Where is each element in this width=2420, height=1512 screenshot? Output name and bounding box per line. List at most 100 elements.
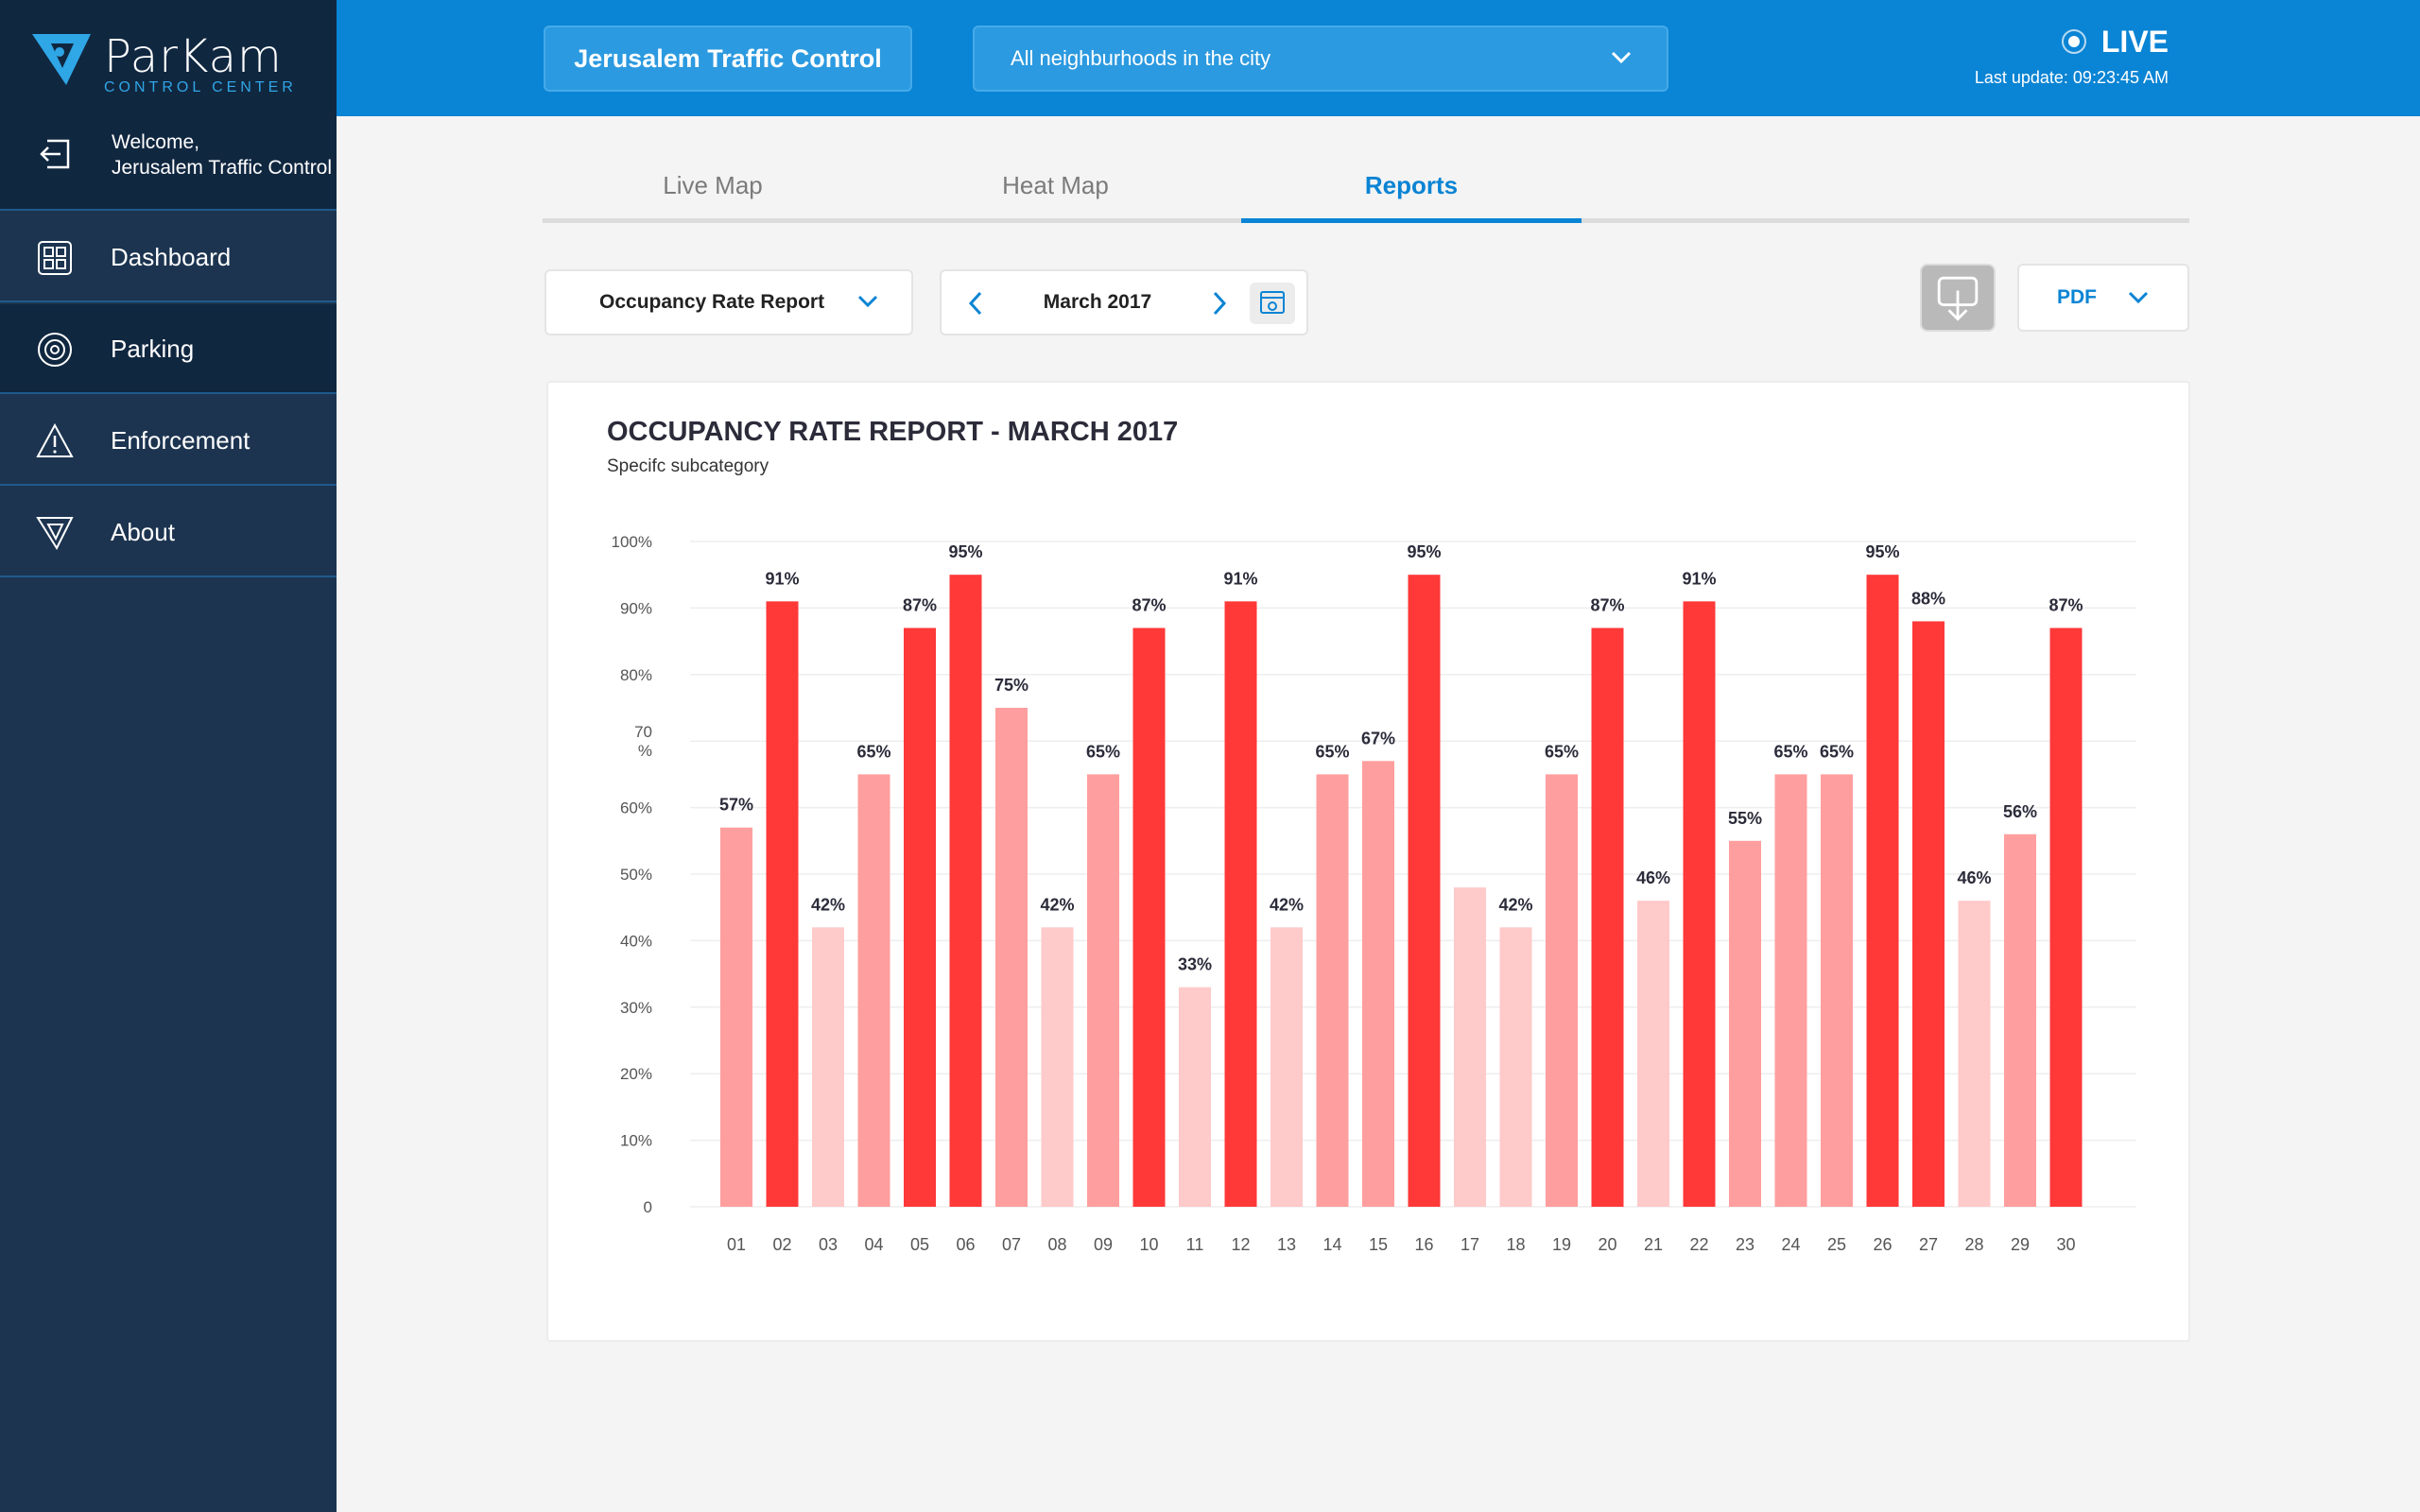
chevron-right-icon[interactable] xyxy=(1208,290,1231,317)
y-tick-label: 50% xyxy=(620,866,652,884)
bar xyxy=(1270,927,1303,1207)
bar xyxy=(1454,887,1486,1207)
y-tick-label: 40% xyxy=(620,932,652,950)
export-format-value: PDF xyxy=(2057,286,2097,308)
bar-value-label: 65% xyxy=(1773,742,1807,761)
grid-icon xyxy=(38,241,72,275)
bar xyxy=(720,827,752,1207)
neighbourhood-select[interactable]: All neighburhoods in the city xyxy=(973,26,1668,92)
bar-value-label: 87% xyxy=(1132,596,1166,615)
bar xyxy=(1591,627,1624,1207)
calendar-icon xyxy=(1260,291,1285,314)
bar-value-label: 91% xyxy=(1223,569,1257,588)
calendar-button[interactable] xyxy=(1250,283,1295,324)
organization-button[interactable]: Jerusalem Traffic Control xyxy=(544,26,912,92)
x-tick-label: 10 xyxy=(1139,1235,1158,1254)
y-tick-label: 30% xyxy=(620,999,652,1017)
bar xyxy=(904,627,936,1207)
y-tick-label: 0 xyxy=(644,1198,652,1216)
chart-card: OCCUPANCY RATE REPORT - MARCH 2017 Speci… xyxy=(546,381,2190,1342)
sidebar-item-label: Enforcement xyxy=(111,426,251,455)
sidebar: ParKam CONTROL CENTER Welcome, Jerusalem… xyxy=(0,0,337,1512)
warning-icon xyxy=(36,422,74,457)
bar-value-label: 65% xyxy=(1086,742,1120,761)
bar-value-label: 88% xyxy=(1911,589,1945,608)
x-tick-label: 06 xyxy=(956,1235,975,1254)
y-tick-label: % xyxy=(638,742,652,760)
tab-live-map[interactable]: Live Map xyxy=(663,171,763,199)
download-button[interactable] xyxy=(1920,264,1996,332)
x-tick-label: 19 xyxy=(1552,1235,1571,1254)
x-tick-label: 08 xyxy=(1047,1235,1066,1254)
bar-value-label: 87% xyxy=(1590,596,1624,615)
bar xyxy=(1821,774,1853,1207)
x-tick-label: 28 xyxy=(1964,1235,1983,1254)
y-tick-label: 10% xyxy=(620,1132,652,1150)
bar xyxy=(1041,927,1074,1207)
sidebar-item-label: About xyxy=(111,518,175,546)
bar xyxy=(1866,575,1899,1207)
bar xyxy=(1499,927,1532,1207)
sidebar-item-dashboard[interactable]: Dashboard xyxy=(0,213,337,302)
bar xyxy=(1637,901,1669,1207)
y-tick-label: 20% xyxy=(620,1065,652,1083)
x-tick-label: 01 xyxy=(727,1235,746,1254)
logo-text: ParKam xyxy=(104,30,283,83)
bar-value-label: 42% xyxy=(1270,895,1304,914)
bar xyxy=(1362,761,1394,1207)
y-tick-label: 80% xyxy=(620,666,652,684)
sidebar-item-enforcement[interactable]: Enforcement xyxy=(0,396,337,486)
x-tick-label: 23 xyxy=(1736,1235,1754,1254)
chevron-down-icon xyxy=(2128,291,2149,304)
bar-value-label: 42% xyxy=(1498,895,1532,914)
live-label: LIVE xyxy=(2100,25,2169,59)
x-tick-label: 16 xyxy=(1414,1235,1433,1254)
view-tabs: Live Map Heat Map Reports xyxy=(543,142,2189,223)
chart-subtitle: Specifc subcategory xyxy=(607,456,769,476)
live-indicator-icon xyxy=(2062,29,2086,54)
bar-value-label: 67% xyxy=(1361,729,1395,747)
bar-value-label: 95% xyxy=(1407,542,1441,561)
bar xyxy=(1912,621,1945,1207)
bar-value-label: 87% xyxy=(903,596,937,615)
bar-value-label: 91% xyxy=(1682,569,1716,588)
bar xyxy=(812,927,844,1207)
bar xyxy=(857,774,890,1207)
tab-heat-map[interactable]: Heat Map xyxy=(1002,171,1109,199)
export-format-select[interactable]: PDF xyxy=(2017,264,2189,332)
bar xyxy=(1729,840,1761,1207)
bar-value-label: 55% xyxy=(1728,809,1762,828)
sidebar-item-parking[interactable]: Parking xyxy=(0,304,337,394)
bar-value-label: 95% xyxy=(1865,542,1899,561)
report-type-value: Occupancy Rate Report xyxy=(599,291,825,313)
bar-value-label: 56% xyxy=(2003,802,2037,821)
selected-month: March 2017 xyxy=(1043,291,1152,313)
x-tick-label: 25 xyxy=(1827,1235,1846,1254)
report-type-select[interactable]: Occupancy Rate Report xyxy=(544,269,913,335)
x-tick-label: 22 xyxy=(1689,1235,1708,1254)
x-tick-label: 24 xyxy=(1781,1235,1800,1254)
y-tick-label: 70 xyxy=(634,723,652,741)
welcome-panel: Welcome, Jerusalem Traffic Control xyxy=(0,116,337,211)
x-tick-label: 30 xyxy=(2056,1235,2075,1254)
x-tick-label: 11 xyxy=(1186,1235,1204,1254)
y-tick-label: 90% xyxy=(620,599,652,617)
x-tick-label: 13 xyxy=(1277,1235,1296,1254)
target-icon xyxy=(38,333,72,367)
welcome-username: Jerusalem Traffic Control xyxy=(112,157,333,179)
bar-value-label: 57% xyxy=(719,796,753,815)
neighbourhood-select-value: All neighburhoods in the city xyxy=(1011,46,1271,70)
tab-reports[interactable]: Reports xyxy=(1241,142,1582,223)
x-tick-label: 05 xyxy=(910,1235,929,1254)
bar xyxy=(1683,601,1716,1207)
bar xyxy=(995,708,1028,1207)
logout-icon[interactable] xyxy=(38,135,76,173)
bar-value-label: 65% xyxy=(1315,742,1349,761)
sidebar-item-about[interactable]: About xyxy=(0,488,337,577)
chevron-down-icon xyxy=(857,295,878,308)
welcome-text: Welcome, Jerusalem Traffic Control xyxy=(112,129,332,180)
chevron-left-icon[interactable] xyxy=(964,290,987,317)
x-tick-label: 15 xyxy=(1369,1235,1388,1254)
x-tick-label: 29 xyxy=(2011,1235,2030,1254)
bar xyxy=(1087,774,1119,1207)
